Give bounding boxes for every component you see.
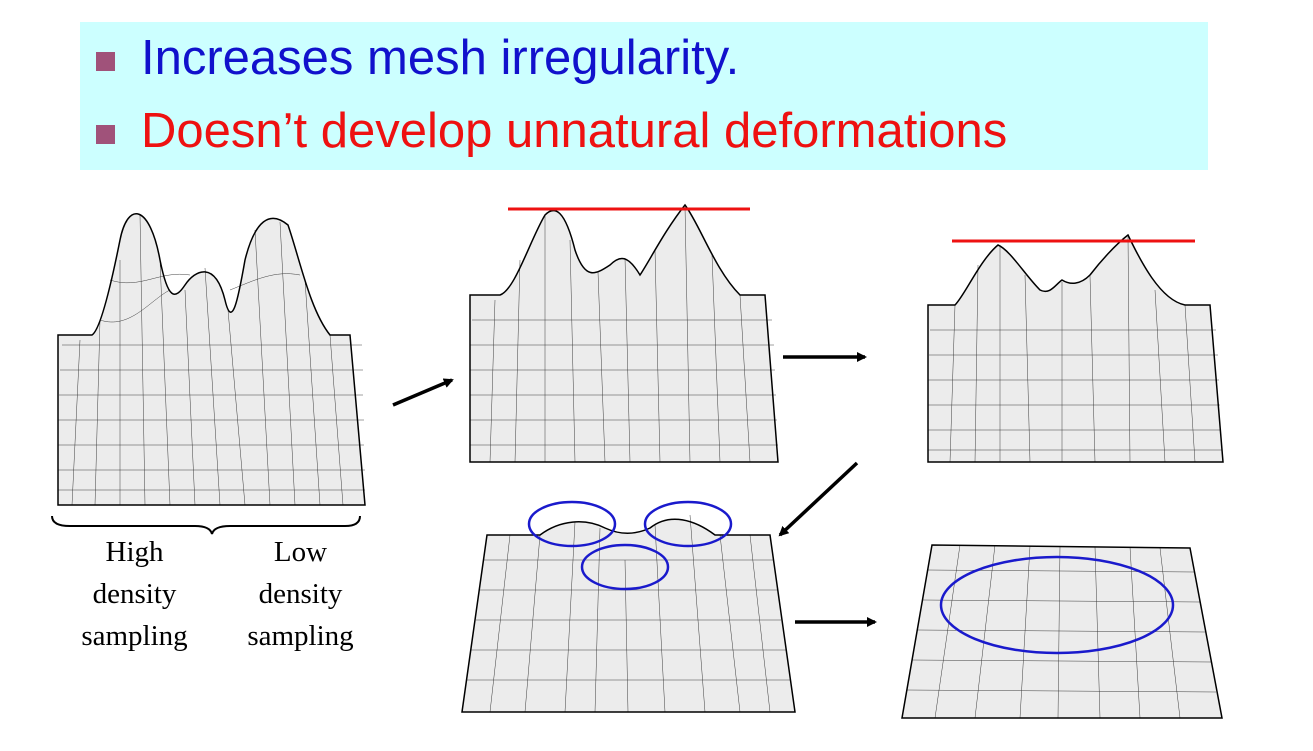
sampling-brace: [51, 515, 361, 535]
deformation-ellipses: [527, 500, 733, 591]
bullet-square-icon: [96, 124, 115, 144]
mesh-step-3: [461, 514, 796, 713]
caption-high-density: High density sampling: [81, 536, 188, 652]
arrow-icon: [778, 461, 859, 537]
text-banner: [80, 22, 1208, 170]
caption-low-density: Low density sampling: [247, 536, 354, 652]
bullet-square-icon: [96, 51, 115, 71]
mesh-step-1: [469, 203, 779, 463]
arrow-icon: [392, 378, 454, 407]
mesh-step-4: [901, 544, 1223, 719]
bullet-item-2: Doesn’t develop unnatural deformations: [96, 98, 1007, 164]
bullet-item-1: Increases mesh irregularity.: [96, 25, 739, 91]
bullet-text-1: Increases mesh irregularity.: [141, 30, 740, 85]
deformation-ellipse: [939, 555, 1175, 655]
mesh-step-2: [927, 233, 1224, 463]
mesh-original: [57, 213, 366, 506]
bullet-text-2: Doesn’t develop unnatural deformations: [141, 103, 1008, 158]
